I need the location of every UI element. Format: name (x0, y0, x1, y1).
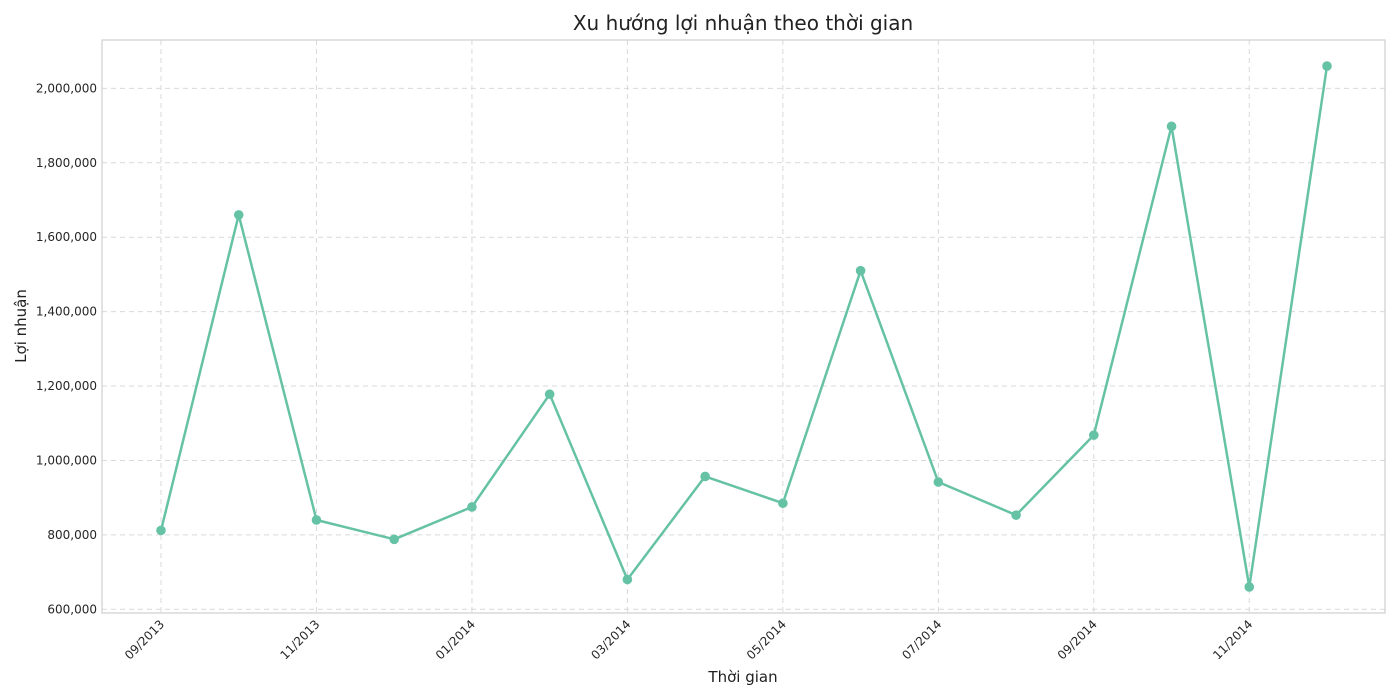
y-tick-label: 1,600,000 (36, 230, 97, 244)
data-point (467, 502, 477, 512)
y-tick-label: 1,200,000 (36, 379, 97, 393)
data-point (778, 498, 788, 509)
plot-frame (101, 39, 1386, 614)
data-point (622, 574, 633, 585)
data-point (389, 534, 400, 545)
y-tick-label: 800,000 (47, 528, 97, 542)
data-point (933, 477, 944, 487)
chart-title: Xu hướng lợi nhuận theo thời gian (573, 11, 913, 35)
data-point (1089, 430, 1099, 440)
series-layer (156, 61, 1332, 592)
y-tick-label: 600,000 (47, 602, 97, 616)
data-point (1322, 61, 1332, 71)
data-point (855, 265, 866, 276)
x-axis: 09/2013 11/2013 01/2014 03/2014 05/2014 07/20… (122, 617, 1255, 662)
y-tick-label: 1,400,000 (36, 305, 97, 319)
series-line (159, 65, 1329, 589)
data-point (544, 389, 555, 400)
y-tick-label: 2,000,000 (36, 81, 97, 95)
data-point (1244, 582, 1255, 592)
x-tick-label: 11/2013 (277, 617, 322, 662)
grid (102, 40, 1385, 613)
x-tick-label: 07/2014 (899, 617, 944, 662)
x-tick-label: 09/2014 (1055, 617, 1100, 662)
data-point (233, 210, 244, 220)
y-axis-label: Lợi nhuận (12, 289, 30, 363)
x-tick-label: 05/2014 (744, 617, 789, 662)
x-tick-label: 11/2014 (1210, 617, 1255, 662)
data-point (1011, 510, 1021, 520)
y-axis: 600,000 800,000 1,000,000 1,200,000 1,400,00… (36, 81, 97, 616)
x-tick-label: 09/2013 (122, 617, 167, 662)
data-point (1166, 121, 1177, 132)
data-point (700, 471, 710, 482)
data-point (311, 515, 322, 525)
y-tick-label: 1,800,000 (36, 156, 97, 170)
y-tick-label: 1,000,000 (36, 453, 97, 467)
x-tick-label: 03/2014 (588, 617, 633, 662)
x-axis-label: Thời gian (707, 668, 777, 686)
data-point (156, 525, 166, 536)
x-tick-label: 01/2014 (433, 617, 478, 662)
